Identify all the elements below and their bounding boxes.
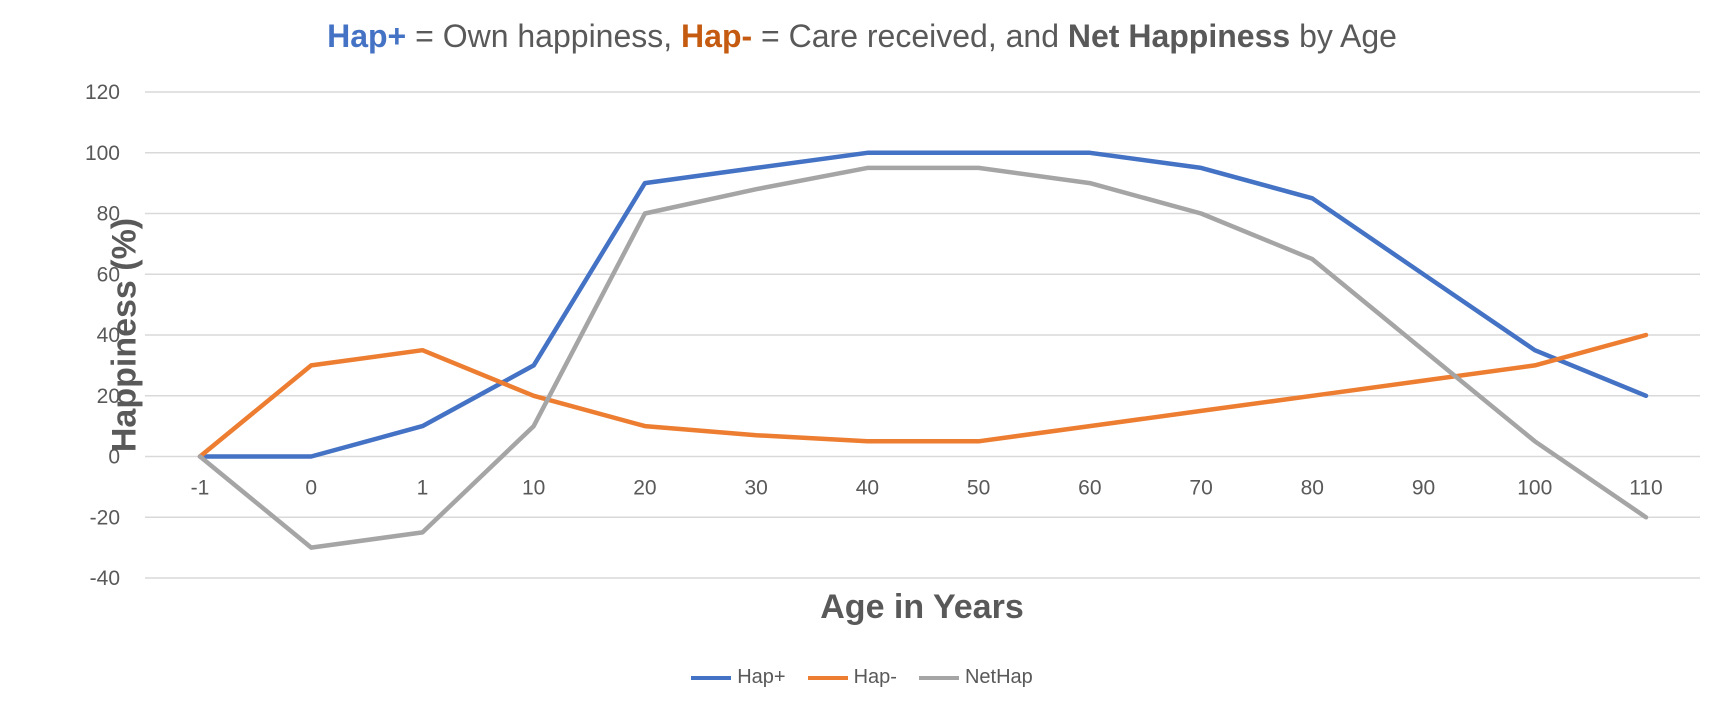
y-tick-labels: 120 100 80 60 40 20 0 -20 -40 — [85, 81, 120, 590]
y-tick-label: 120 — [85, 81, 120, 104]
legend-label: NetHap — [964, 666, 1033, 688]
x-tick-label: 110 — [1629, 477, 1662, 500]
x-tick-label: 100 — [1517, 477, 1552, 500]
x-axis-label: Age in Years — [820, 588, 1024, 626]
chart-title: Hap+ = Own happiness, Hap- = Care receiv… — [0, 18, 1724, 55]
x-tick-label: -1 — [191, 477, 210, 500]
series-line-hap- — [197, 332, 1649, 459]
legend-swatch — [691, 675, 732, 680]
legend-label: Hap- — [853, 666, 897, 688]
legend-swatch — [807, 675, 848, 680]
x-tick-label: 60 — [1078, 477, 1101, 500]
legend: Hap+ Hap- NetHap — [0, 666, 1724, 689]
x-tick-label: 30 — [744, 477, 767, 500]
title-hap-plus: Hap+ — [327, 18, 407, 54]
y-tick-label: 80 — [97, 203, 120, 226]
y-tick-label: -20 — [90, 506, 120, 529]
series-line-hap- — [197, 150, 1649, 459]
x-tick-label: 40 — [856, 477, 879, 500]
x-tick-label: 50 — [967, 477, 990, 500]
title-text-2: = Care received, and — [752, 18, 1068, 54]
title-text-3: by Age — [1290, 18, 1397, 54]
title-hap-minus: Hap- — [681, 18, 753, 54]
x-tick-label: 70 — [1189, 477, 1212, 500]
y-axis-label: Happiness (%) — [105, 217, 144, 453]
x-tick-labels: -1 0 1 10 20 30 40 50 60 70 80 90 100 110 — [191, 477, 1663, 500]
x-tick-label: 20 — [633, 477, 656, 500]
y-tick-label: 0 — [108, 446, 120, 469]
y-tick-label: 100 — [85, 142, 120, 165]
legend-label: Hap+ — [737, 666, 786, 688]
title-net-happiness: Net Happiness — [1067, 18, 1291, 54]
x-tick-label: 1 — [417, 477, 429, 500]
x-tick-label: 10 — [522, 477, 545, 500]
series-line-nethap — [197, 165, 1649, 550]
legend-item: NetHap — [918, 666, 1033, 689]
y-tick-label: 60 — [97, 263, 120, 286]
x-tick-label: 0 — [305, 477, 317, 500]
grid-lines — [145, 91, 1700, 579]
x-tick-label: 90 — [1412, 477, 1435, 500]
title-text-1: = Own happiness, — [406, 18, 682, 54]
legend-item: Hap+ — [691, 666, 786, 689]
y-tick-label: 20 — [97, 385, 120, 408]
x-tick-label: 80 — [1301, 477, 1324, 500]
y-tick-label: 40 — [97, 324, 120, 347]
legend-item: Hap- — [807, 666, 897, 689]
y-tick-label: -40 — [90, 567, 120, 590]
legend-swatch — [918, 675, 959, 680]
series-lines — [197, 150, 1649, 550]
